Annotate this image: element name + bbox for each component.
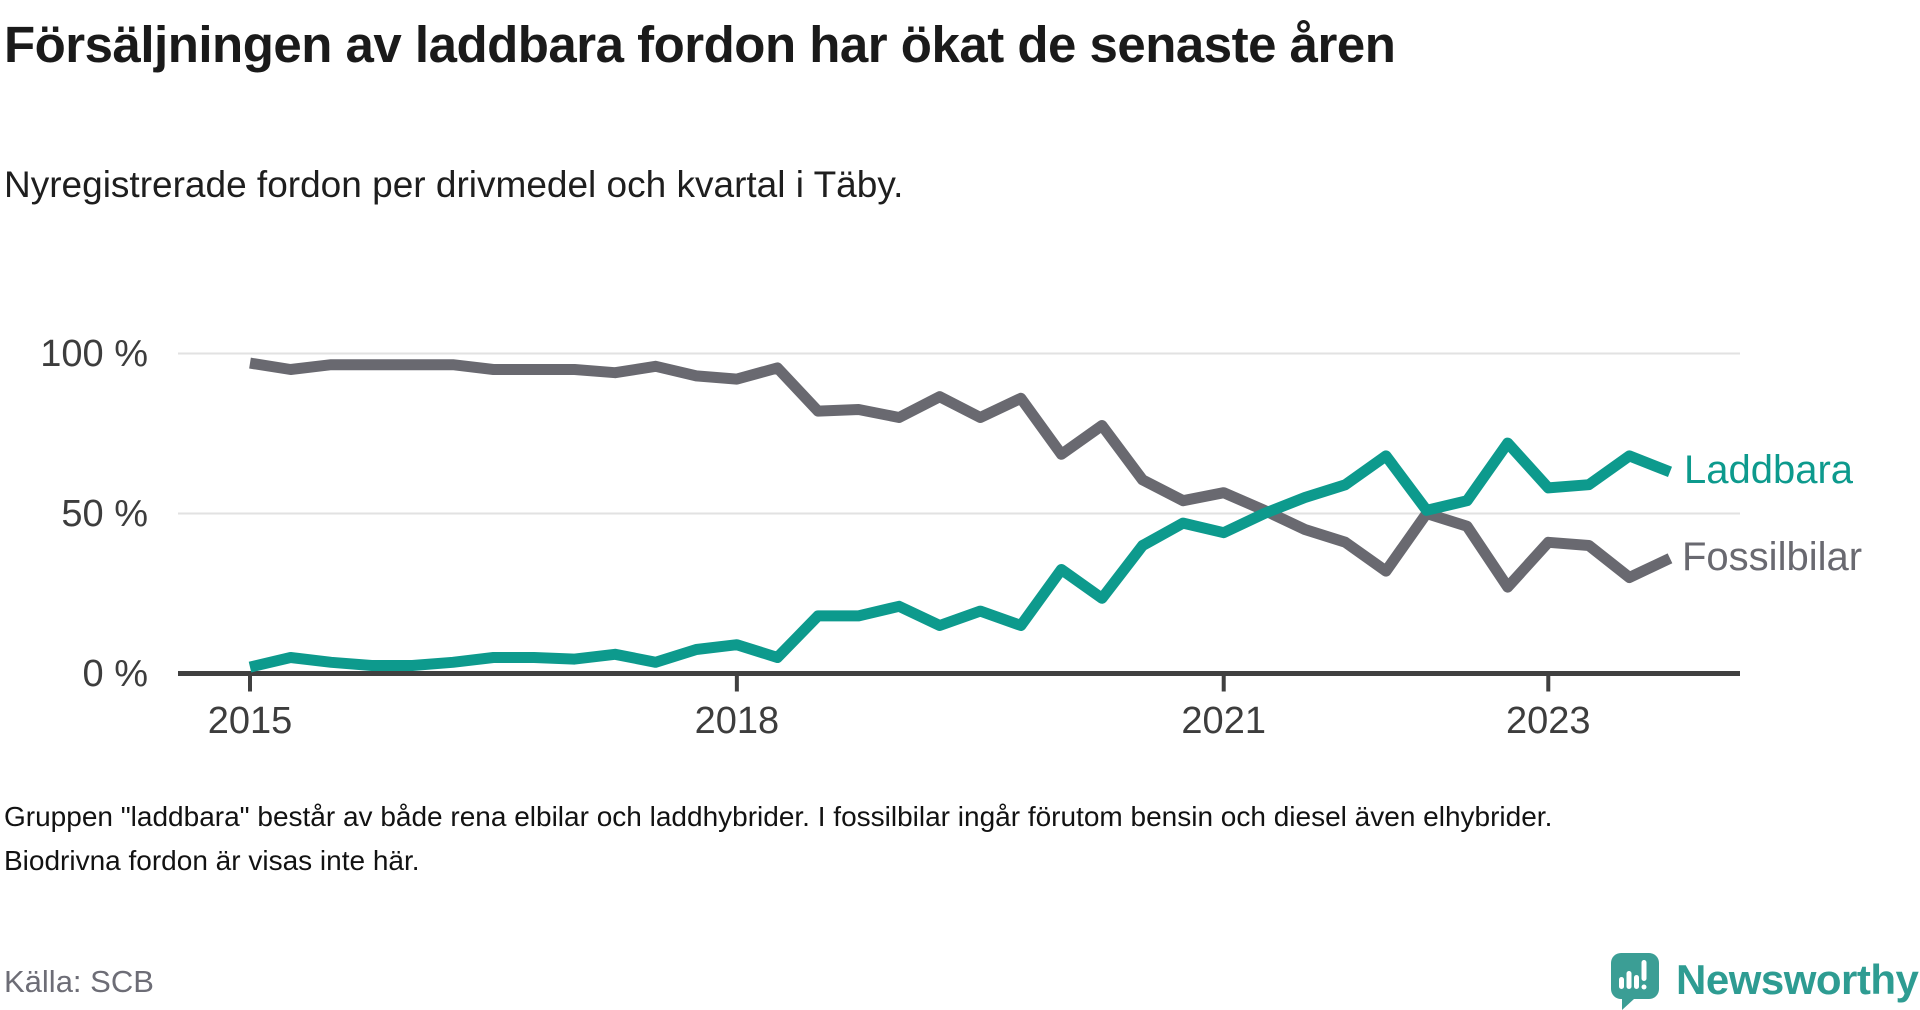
page-title: Försäljningen av laddbara fordon har öka… [4,16,1396,73]
y-axis-label: 100 % [40,332,148,375]
x-axis-label: 2021 [1181,700,1266,742]
laddbara-series-label: Laddbara [1684,448,1854,492]
fossilbilar-series-label: Fossilbilar [1682,535,1863,579]
laddbara-line [248,437,1673,673]
y-axis-label: 0 % [82,652,148,695]
fossilbilar-line [249,357,1673,593]
newsworthy-bubble-chart-icon [1611,953,1659,1010]
gridlines [178,352,1740,515]
x-axis-label: 2023 [1506,700,1591,742]
source-credit: Källa: SCB [4,964,154,999]
footnote: Gruppen "laddbara" består av både rena e… [4,801,1553,876]
line-chart [178,352,1740,692]
x-axis-label: 2018 [694,700,780,742]
newsworthy-wordmark: Newsworthy [1676,956,1919,1003]
x-axis-label: 2015 [207,700,293,742]
y-axis-label: 50 % [61,492,148,535]
chart-subtitle: Nyregistrerade fordon per drivmedel och … [4,164,904,205]
x-axis-ticks [248,675,1551,692]
